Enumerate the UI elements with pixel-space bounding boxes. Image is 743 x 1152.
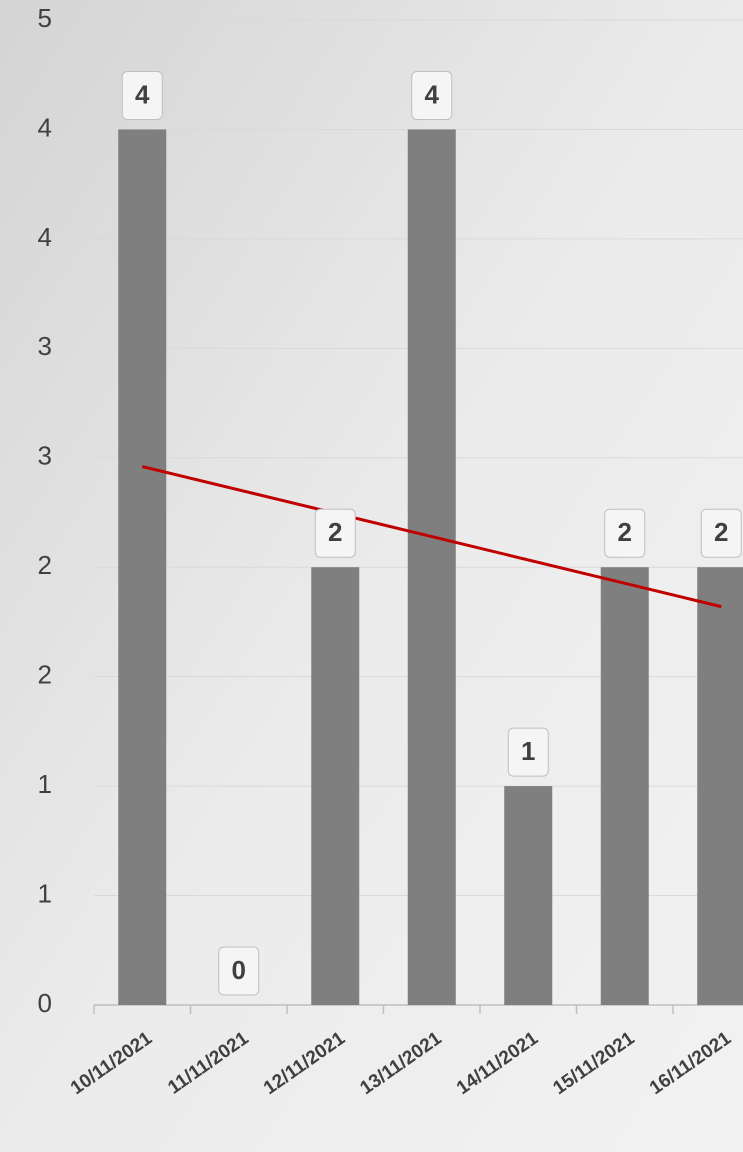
- data-label: 4: [135, 79, 150, 109]
- bar: [504, 786, 553, 1005]
- y-tick-label: 4: [38, 222, 52, 252]
- data-label-box: [121, 70, 163, 120]
- y-tick-label: 0: [38, 988, 52, 1018]
- y-tick-label: 1: [38, 769, 52, 799]
- y-tick-label: 3: [38, 331, 52, 361]
- bar: [407, 129, 456, 1005]
- y-tick-label: 2: [38, 550, 52, 580]
- data-label-box: [411, 70, 453, 120]
- data-label: 2: [328, 517, 342, 547]
- data-label-box: [507, 727, 549, 777]
- data-label-box: [218, 946, 260, 996]
- y-tick-label: 1: [38, 878, 52, 908]
- y-tick-label: 4: [38, 112, 52, 142]
- y-tick-label: 2: [38, 660, 52, 690]
- y-tick-label: 3: [38, 441, 52, 471]
- data-label: 2: [714, 517, 728, 547]
- data-label-box: [604, 508, 646, 558]
- data-label: 4: [425, 79, 440, 109]
- data-label: 0: [232, 955, 246, 985]
- data-label-box: [314, 508, 356, 558]
- bar: [311, 567, 360, 1005]
- data-label-box: [700, 508, 742, 558]
- trendline: [141, 465, 722, 609]
- data-label: 1: [521, 736, 535, 766]
- bar: [697, 567, 743, 1005]
- y-tick-label: 5: [38, 3, 52, 33]
- data-label: 2: [618, 517, 632, 547]
- bar: [600, 567, 649, 1005]
- bar: [118, 129, 167, 1005]
